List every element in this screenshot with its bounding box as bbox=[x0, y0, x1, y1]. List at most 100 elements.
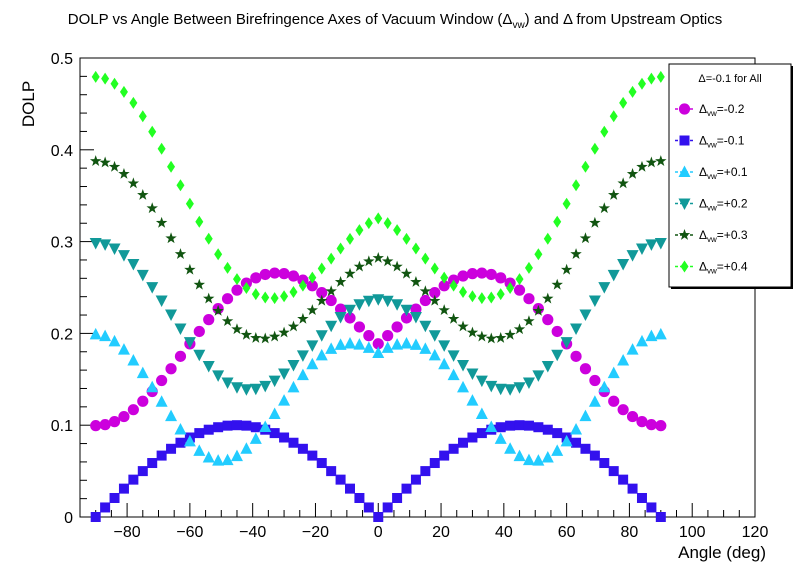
data-point bbox=[477, 292, 486, 305]
legend-item: Δvw=-0.1 bbox=[675, 134, 745, 150]
data-point bbox=[327, 252, 336, 265]
data-point bbox=[242, 281, 251, 294]
data-point bbox=[174, 350, 187, 362]
data-point bbox=[609, 110, 618, 123]
data-point bbox=[439, 450, 450, 461]
data-point bbox=[392, 492, 403, 503]
data-point bbox=[335, 474, 346, 485]
data-point bbox=[607, 366, 620, 379]
y-tick-label: 0.4 bbox=[51, 143, 73, 160]
data-point bbox=[466, 268, 479, 280]
data-point bbox=[138, 110, 147, 123]
x-tick-label: −80 bbox=[114, 524, 141, 541]
data-point bbox=[457, 320, 469, 332]
data-point bbox=[372, 294, 385, 306]
data-point bbox=[334, 338, 347, 350]
y-axis-label: DOLP bbox=[19, 81, 38, 127]
x-tick-label: 20 bbox=[432, 524, 450, 541]
legend-marker bbox=[680, 260, 689, 273]
data-point bbox=[421, 252, 430, 265]
legend: Δ=-0.1 for All Δvw=-0.2Δvw=-0.1Δvw=+0.1Δ… bbox=[668, 63, 793, 289]
data-point bbox=[523, 420, 534, 431]
data-point bbox=[250, 422, 261, 433]
data-point bbox=[306, 280, 318, 292]
data-point bbox=[457, 270, 469, 282]
data-point bbox=[101, 72, 110, 85]
data-point bbox=[353, 338, 366, 350]
legend-shadow-bottom bbox=[671, 287, 793, 289]
data-point bbox=[137, 466, 148, 477]
data-point bbox=[355, 224, 364, 237]
data-point bbox=[430, 262, 439, 275]
data-point bbox=[344, 267, 356, 279]
data-point bbox=[447, 350, 460, 362]
data-point bbox=[410, 275, 422, 287]
series-layer bbox=[89, 70, 667, 522]
legend-marker bbox=[678, 229, 691, 240]
data-point bbox=[136, 366, 149, 379]
data-point bbox=[279, 432, 290, 443]
data-point bbox=[117, 343, 130, 355]
data-point bbox=[410, 303, 422, 315]
data-point bbox=[533, 422, 544, 433]
data-point bbox=[654, 327, 667, 340]
data-point bbox=[325, 320, 338, 333]
data-point bbox=[438, 340, 451, 352]
data-point bbox=[374, 212, 383, 225]
data-point bbox=[146, 282, 159, 294]
data-point bbox=[541, 360, 554, 373]
data-point bbox=[654, 237, 667, 250]
data-point bbox=[541, 451, 554, 463]
data-point bbox=[259, 332, 271, 344]
data-point bbox=[466, 368, 479, 381]
y-axis: 0 0.1 0.2 0.3 0.4 0.5 bbox=[51, 51, 94, 527]
data-point bbox=[391, 338, 404, 350]
data-point bbox=[250, 272, 262, 284]
data-point bbox=[617, 177, 629, 189]
data-point bbox=[618, 474, 629, 485]
data-point bbox=[90, 420, 102, 432]
data-point bbox=[344, 304, 356, 317]
plot-area bbox=[79, 57, 756, 518]
data-point bbox=[334, 312, 347, 324]
data-point bbox=[344, 312, 356, 324]
data-point bbox=[409, 338, 422, 350]
data-point bbox=[608, 188, 620, 200]
data-point bbox=[656, 70, 665, 83]
data-point bbox=[381, 341, 394, 353]
data-point bbox=[174, 248, 187, 259]
data-point bbox=[372, 346, 385, 358]
data-point bbox=[542, 424, 553, 435]
legend-label-prefix: Δ bbox=[699, 228, 707, 242]
data-point bbox=[626, 167, 639, 179]
x-tick-label: −40 bbox=[239, 524, 266, 541]
data-point bbox=[495, 272, 507, 284]
data-point bbox=[231, 284, 243, 296]
data-point bbox=[157, 142, 166, 155]
data-point bbox=[259, 380, 272, 393]
data-point bbox=[296, 368, 309, 381]
data-point bbox=[447, 312, 460, 324]
data-point bbox=[551, 325, 563, 338]
legend-label-sub: vw bbox=[707, 204, 717, 213]
legend-label: Δvw=-0.1 bbox=[699, 134, 745, 150]
data-point bbox=[372, 252, 384, 263]
data-point bbox=[193, 444, 206, 456]
data-point bbox=[155, 295, 168, 308]
data-point bbox=[522, 377, 535, 390]
data-point bbox=[494, 383, 507, 396]
data-point bbox=[90, 512, 101, 522]
data-point bbox=[560, 337, 573, 349]
x-axis-label: Angle (deg) bbox=[678, 543, 766, 562]
data-point bbox=[297, 443, 308, 454]
data-point bbox=[647, 72, 656, 85]
data-point bbox=[363, 255, 375, 267]
data-point bbox=[213, 422, 224, 433]
data-point bbox=[268, 375, 281, 388]
legend-label-prefix: Δ bbox=[699, 102, 707, 116]
data-point bbox=[438, 304, 450, 316]
data-point bbox=[411, 242, 420, 255]
data-point bbox=[476, 267, 488, 279]
legend-label-suffix: =-0.2 bbox=[717, 102, 745, 116]
data-point bbox=[241, 420, 252, 431]
